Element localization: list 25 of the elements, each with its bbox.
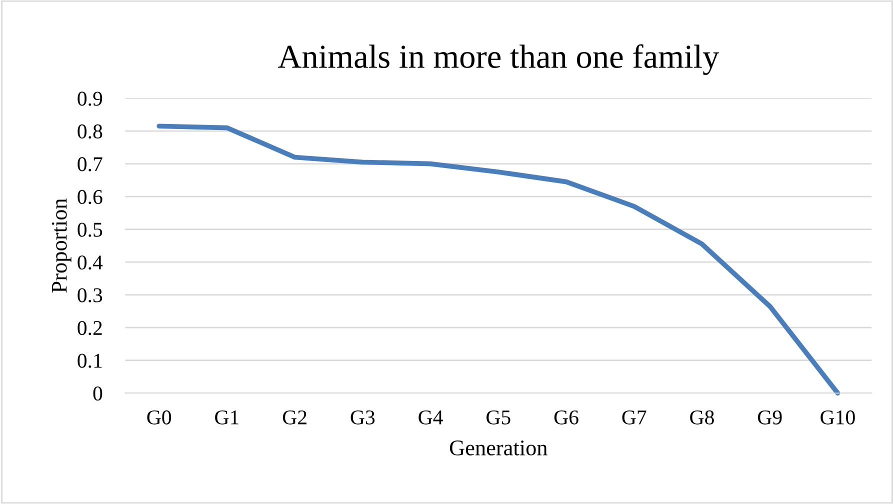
- x-tick-label: G2: [282, 410, 306, 424]
- y-axis-title: Proportion: [52, 198, 72, 293]
- x-tick-label: G9: [758, 410, 782, 424]
- chart-title: Animals in more than one family: [278, 44, 720, 75]
- line-series: [156, 124, 840, 396]
- y-tick-label: 0.4: [78, 255, 103, 270]
- y-tick-label: 0: [93, 386, 102, 401]
- y-tick-label: 0.7: [78, 157, 102, 172]
- x-tick-label: G10: [820, 410, 855, 424]
- y-tick-label: 0.9: [78, 92, 102, 106]
- x-axis-title: Generation: [450, 440, 548, 456]
- x-tick-label: G6: [554, 410, 578, 424]
- x-tick-label: G1: [215, 410, 238, 424]
- x-tick-label: G7: [622, 410, 646, 424]
- y-tick-label: 0.5: [78, 222, 102, 237]
- y-tick-label: 0.1: [78, 354, 102, 368]
- x-tick-label: G5: [486, 410, 510, 424]
- y-tick-label: 0.2: [78, 320, 102, 336]
- x-tick-label: G3: [350, 410, 375, 424]
- x-tick-label: G4: [418, 410, 443, 424]
- x-tick-label: G0: [147, 410, 172, 424]
- y-tick-label: 0.6: [78, 190, 102, 204]
- y-tick-label: 0.3: [78, 288, 102, 302]
- y-tick-label: 0.8: [78, 124, 102, 139]
- x-tick-label: G8: [690, 410, 714, 424]
